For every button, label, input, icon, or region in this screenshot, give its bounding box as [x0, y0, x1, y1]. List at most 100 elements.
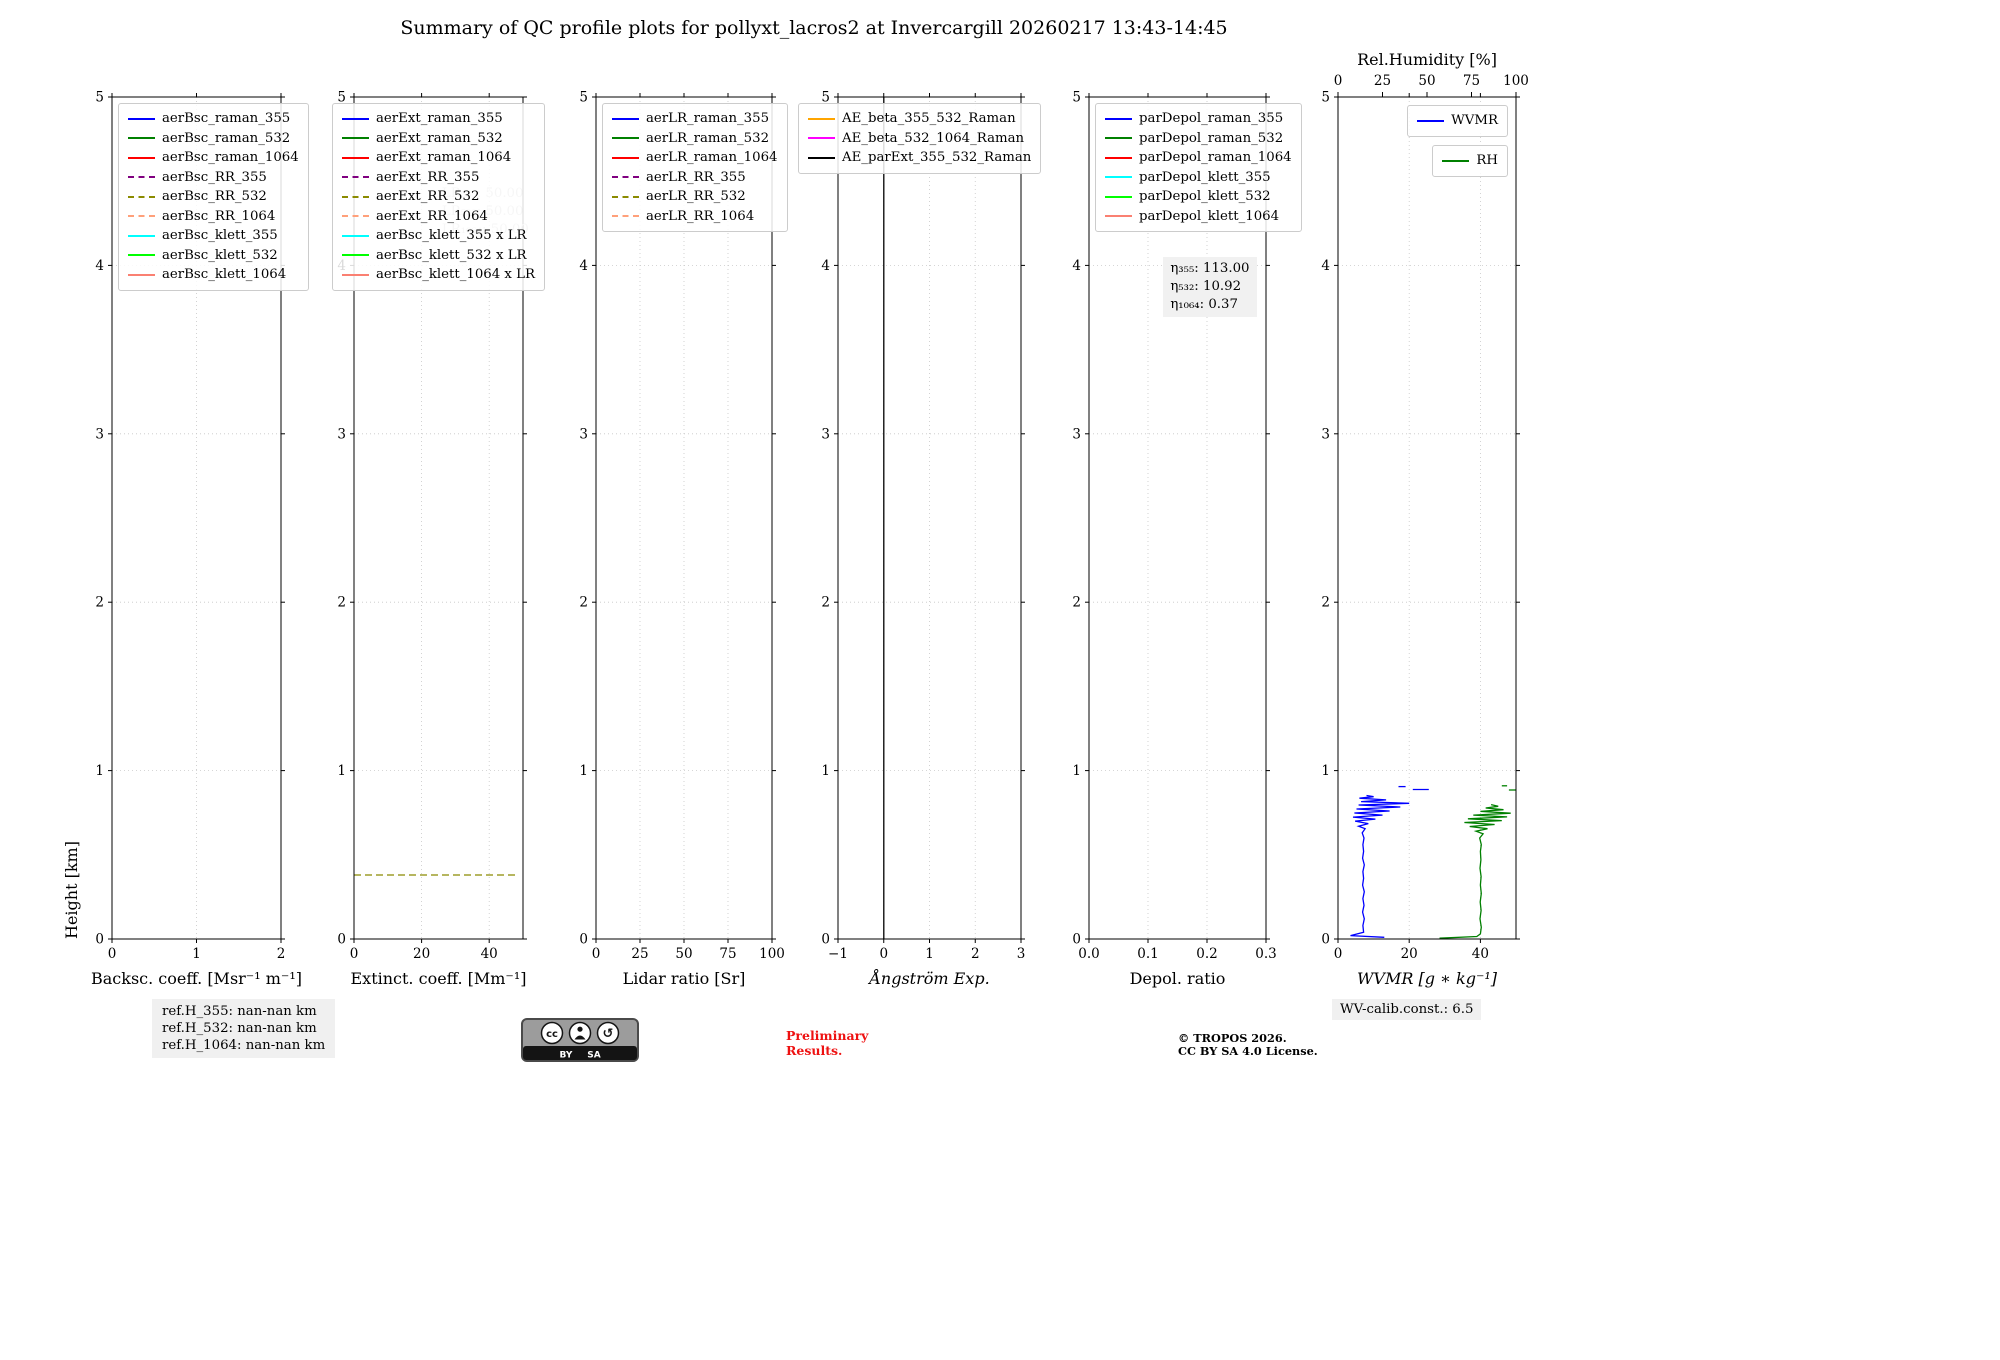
preliminary-note: Preliminary Results.: [786, 1028, 868, 1058]
y-tick-label: 3: [821, 426, 830, 442]
y-tick-label: 2: [337, 595, 346, 611]
chart-panel-3: 0 25 50 75 100 0 1 2 3 4 5 Lidar ratio [Sr] aerLR_ra…: [579, 90, 788, 988]
x-tick-label: 0: [1334, 946, 1343, 962]
y-tick-label: 2: [1072, 595, 1081, 611]
legend-label: parDepol_raman_355: [1139, 111, 1284, 127]
copyright-line-2: CC BY SA 4.0 License.: [1178, 1044, 1318, 1058]
legend-entry: parDepol_raman_1064: [1105, 148, 1292, 168]
y-tick-label: 5: [1321, 90, 1330, 106]
annotation-line: η₃₅₅: 113.00: [1170, 260, 1250, 276]
legend-line-sample: [1105, 176, 1132, 179]
legend-line-sample: [342, 215, 369, 218]
legend-entry: AE_beta_532_1064_Raman: [808, 129, 1031, 149]
copyright-line-1: © TROPOS 2026.: [1178, 1031, 1287, 1045]
legend-entry: aerBsc_raman_355: [128, 109, 299, 129]
x-tick-label: 40: [1472, 946, 1489, 962]
top-tick-label: 50: [1418, 73, 1435, 89]
legend-label: aerLR_RR_532: [646, 189, 746, 205]
legend-line-sample: [1105, 215, 1132, 218]
legend-line-sample: [612, 176, 639, 179]
legend-line-sample: [808, 156, 835, 159]
legend-line-sample: [612, 137, 639, 140]
legend-label: aerBsc_raman_355: [162, 111, 291, 127]
y-tick-label: 4: [1072, 258, 1081, 274]
legend-entry: AE_beta_355_532_Raman: [808, 109, 1031, 129]
legend-label: aerExt_raman_355: [376, 111, 503, 127]
plot-area-2: 02040012345Extinct. coeff. [Mm⁻¹]: [337, 90, 527, 988]
legend-label: aerLR_RR_1064: [646, 208, 755, 224]
legend-label: WVMR: [1451, 113, 1498, 129]
legend-entry: aerLR_RR_1064: [612, 207, 778, 227]
x-tick-label: 2: [971, 946, 980, 962]
x-axis-label-6: WVMR [g ∗ kg⁻¹]: [1357, 969, 1498, 988]
legend-entry: AE_parExt_355_532_Raman: [808, 148, 1031, 168]
x-tick-label: 0.3: [1255, 946, 1276, 962]
y-tick-label: 2: [95, 595, 104, 611]
x-tick-label: 0: [879, 946, 888, 962]
legend-label: parDepol_raman_1064: [1139, 150, 1292, 166]
legend-line-sample: [128, 215, 155, 218]
legend-line-sample: [612, 117, 639, 120]
legend-label: aerExt_raman_1064: [376, 150, 512, 166]
legend-label: aerBsc_klett_355 x LR: [376, 228, 527, 244]
legend-label: aerBsc_klett_355: [162, 228, 278, 244]
legend-panel-4: AE_beta_355_532_Raman AE_beta_532_1064_Ra…: [798, 103, 1042, 174]
legend-line-sample: [1105, 137, 1132, 140]
y-tick-label: 4: [579, 258, 588, 274]
y-tick-label: 0: [821, 932, 830, 948]
legend-label: aerBsc_RR_532: [162, 189, 267, 205]
legend-line-sample: [128, 117, 155, 120]
legend-label: AE_beta_532_1064_Raman: [842, 130, 1025, 146]
legend-line-sample: [808, 117, 835, 120]
legend-entry: aerBsc_raman_1064: [128, 148, 299, 168]
legend-line-sample: [342, 137, 369, 140]
legend-entry: aerExt_raman_355: [342, 109, 535, 129]
legend-label: aerExt_RR_532: [376, 189, 480, 205]
legend-line-sample: [1442, 159, 1470, 162]
legend-entry: aerBsc_raman_532: [128, 129, 299, 149]
x-axis-label-3: Lidar ratio [Sr]: [623, 969, 746, 988]
y-tick-label: 3: [95, 426, 104, 442]
y-tick-label: 1: [821, 763, 830, 779]
legend-label: aerBsc_RR_1064: [162, 208, 276, 224]
legend-panel-5: parDepol_raman_355 parDepol_raman_532 parD…: [1095, 103, 1302, 232]
legend-label: aerExt_RR_355: [376, 169, 480, 185]
axes-frame: [353, 96, 524, 940]
y-tick-label: 3: [579, 426, 588, 442]
x-tick-label: −1: [828, 946, 848, 962]
top-axis-label: Rel.Humidity [%]: [1357, 50, 1497, 69]
attribution-icon: [568, 1021, 592, 1045]
legend-line-sample: [1105, 195, 1132, 198]
legend-line-sample: [342, 195, 369, 198]
legend-entry: aerBsc_klett_1064: [128, 265, 299, 285]
x-tick-label: 0: [108, 946, 117, 962]
legend-entry: aerLR_raman_1064: [612, 148, 778, 168]
copyright-note: © TROPOS 2026. CC BY SA 4.0 License.: [1178, 1032, 1318, 1058]
legend-label: aerBsc_raman_532: [162, 130, 291, 146]
wv-calib-annotation: WV-calib.const.: 6.5: [1332, 999, 1482, 1020]
x-tick-label: 1: [192, 946, 201, 962]
cc-badge-graphic: cc ↺ BY SA: [521, 1018, 639, 1062]
legend-label: aerLR_raman_1064: [646, 150, 778, 166]
legend-label: RH: [1476, 153, 1498, 169]
legend-label: aerExt_raman_532: [376, 130, 503, 146]
plot-area-1: 0 1 2 0 1 2 3 4 5 Backsc. coeff. [Msr⁻¹ m⁻¹]: [91, 90, 302, 989]
legend-label: aerLR_RR_355: [646, 169, 746, 185]
ref-height-1064: ref.H_1064: nan-nan km: [162, 1038, 326, 1053]
legend-line-sample: [342, 176, 369, 179]
axes-frame: [1088, 96, 1267, 940]
y-tick-label: 0: [1321, 932, 1330, 948]
y-tick-label: 3: [1321, 426, 1330, 442]
y-tick-label: 0: [95, 932, 104, 948]
legend-line-sample: [342, 234, 369, 237]
legend-line-sample: [612, 156, 639, 159]
legend-line-sample: [128, 156, 155, 159]
cc-license-badge[interactable]: cc ↺ BY SA: [521, 1018, 639, 1066]
cc-icon: [540, 1021, 564, 1045]
y-tick-label: 1: [1072, 763, 1081, 779]
legend-label: aerLR_raman_355: [646, 111, 770, 127]
x-axis-label-2: Extinct. coeff. [Mm⁻¹]: [350, 969, 526, 988]
legend-line-sample: [128, 273, 155, 276]
